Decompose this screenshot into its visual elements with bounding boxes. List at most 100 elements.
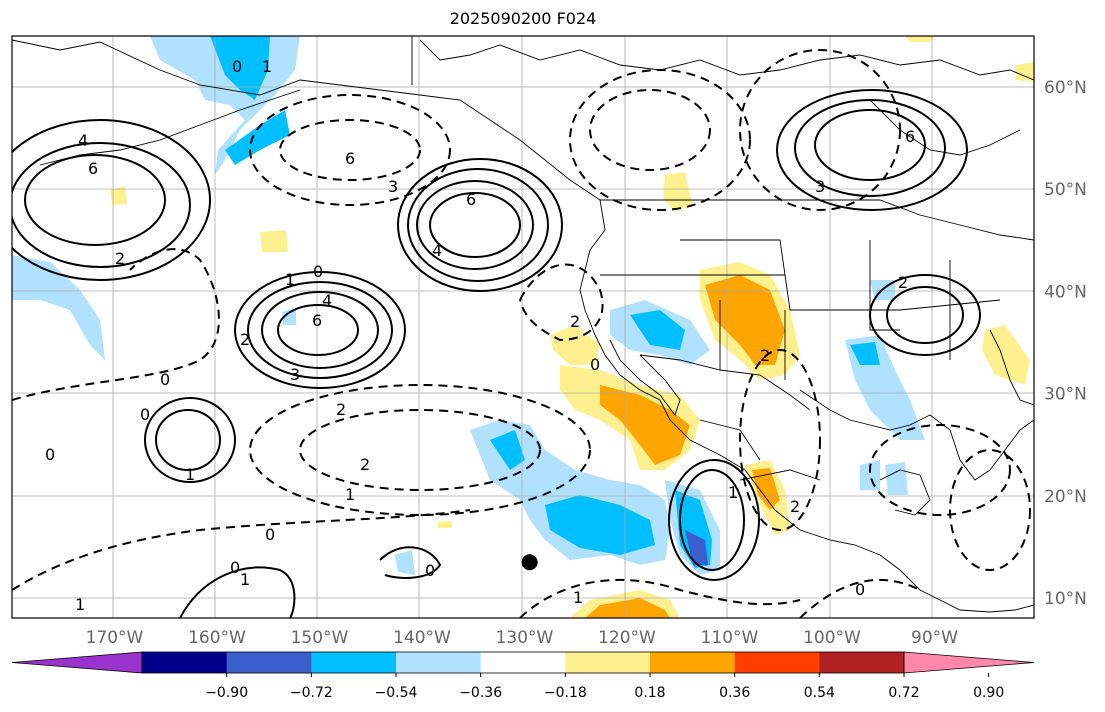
contour-neg-7 [739, 349, 821, 531]
colorbar-tick-label: −0.90 [205, 685, 248, 701]
contour-label: 2 [336, 400, 346, 419]
contour-label: 0 [313, 262, 323, 281]
contour-label: 4 [78, 131, 88, 150]
contour-system-east [869, 274, 981, 356]
contour-label: 6 [345, 149, 355, 168]
contour-label: 1 [75, 595, 85, 614]
latitude-label: 20°N [1044, 487, 1087, 507]
contour-label: 4 [432, 241, 442, 260]
map-plot-area: 0 1 4 6 2 6 3 6 1 0 4 6 2 3 0 0 0 2 1 2 … [12, 36, 1034, 618]
contour-label: 2 [898, 273, 908, 292]
colorbar-outline [141, 651, 905, 674]
contour-neg-10 [739, 49, 901, 211]
shade-four-corners-orange [705, 275, 785, 365]
colorbar-segment [565, 652, 651, 673]
colorbar-tick-label: 0.36 [719, 685, 750, 701]
shade-small-yellow-2 [260, 230, 288, 252]
coast-baja [609, 339, 681, 416]
contour-labels: 0 1 4 6 2 6 3 6 1 0 4 6 2 3 0 0 0 2 1 2 … [45, 57, 915, 614]
shade-small-yellow [110, 186, 127, 205]
longitude-label: 160°W [188, 628, 246, 648]
contour-system-west [12, 119, 211, 281]
contour-label: 2 [240, 330, 250, 349]
shade-ne-yellow [1015, 62, 1034, 82]
contour-label: 1 [240, 570, 250, 589]
coastlines [12, 36, 1034, 613]
contour-label: 2 [360, 455, 370, 474]
coast-gulf [799, 389, 1034, 481]
contour-label: 6 [905, 127, 915, 146]
contour-label: 6 [312, 311, 322, 330]
coast-bc [579, 199, 1034, 613]
contour-label: 2 [760, 346, 770, 365]
coast-aleutians [39, 89, 301, 166]
contour-label: 0 [160, 370, 170, 389]
shade-nm-yellow [663, 172, 692, 212]
border-states-2 [680, 239, 951, 380]
latitude-label: 50°N [1044, 180, 1087, 200]
colorbar-segment [142, 652, 228, 673]
contour-label: 1 [573, 588, 583, 607]
shade-east-yellow [982, 325, 1030, 385]
contour-neg-4 [569, 69, 751, 211]
contour-neg-13 [519, 578, 801, 618]
contour-label: 1 [285, 270, 295, 289]
contour-neg-11 [12, 248, 220, 401]
contour-neg-3 [589, 89, 711, 171]
contour-south-1 [179, 566, 296, 618]
map-background [12, 36, 1034, 618]
contour-label: 1 [728, 483, 738, 502]
contour-system-sw [144, 397, 236, 483]
shade-alaska-cyan [210, 36, 270, 100]
contours-negative [12, 49, 1031, 618]
contour-label: 3 [388, 177, 398, 196]
longitude-label: 140°W [393, 628, 451, 648]
contour-label: 0 [140, 405, 150, 424]
shade-mexico-dark [685, 530, 708, 565]
shade-small-yellow-3 [438, 521, 452, 528]
location-marker [521, 554, 538, 571]
contour-label: 6 [88, 159, 98, 178]
longitude-label: 150°W [291, 628, 349, 648]
coast-yucatan [879, 469, 931, 516]
longitude-label: 100°W [803, 628, 861, 648]
shade-wave-cyan-2 [545, 495, 655, 555]
contour-neg-8 [869, 424, 1011, 516]
colorbar-tick-label: 0.18 [634, 685, 665, 701]
longitude-label: 130°W [496, 628, 554, 648]
contour-label: 0 [855, 580, 865, 599]
contour-system-mexico [668, 459, 760, 581]
coast-alaska [12, 39, 601, 201]
contour-label: 0 [425, 561, 435, 580]
contour-neg-15 [519, 263, 604, 342]
contour-neg-14 [799, 578, 921, 618]
contour-label: 1 [262, 57, 272, 76]
colorbar-segment [819, 652, 905, 673]
contour-label: 4 [322, 291, 332, 310]
colorbar-segment [226, 652, 312, 673]
contour-system-central [234, 271, 406, 389]
shade-bc-yellow [550, 325, 600, 365]
map-frame [11, 35, 1035, 619]
shade-mex-orange [752, 468, 780, 510]
contour-neg-9 [949, 449, 1031, 571]
shade-carib-blue-2 [885, 462, 908, 495]
colorbar-segment [311, 652, 397, 673]
contour-label: 2 [115, 249, 125, 268]
border-us-mexico [639, 354, 811, 411]
shade-small-blue [395, 550, 415, 575]
longitude-label: 170°W [86, 628, 144, 648]
shade-top-yellow [905, 36, 935, 42]
colorbar: −0.90 −0.72 −0.54 −0.36 −0.18 0.18 0.36 0.54 0.7… [11, 651, 1035, 701]
contour-neg-1 [279, 119, 421, 181]
longitude-label: 110°W [701, 628, 759, 648]
border-mexico-states [699, 419, 821, 481]
colorbar-extend-low [11, 651, 143, 674]
shade-sw-cyan [630, 310, 685, 350]
contour-label: 3 [290, 365, 300, 384]
latitude-label: 60°N [1044, 78, 1087, 98]
contour-label: 3 [815, 177, 825, 196]
latitude-label: 40°N [1044, 282, 1087, 302]
longitude-label: 90°W [911, 628, 958, 648]
